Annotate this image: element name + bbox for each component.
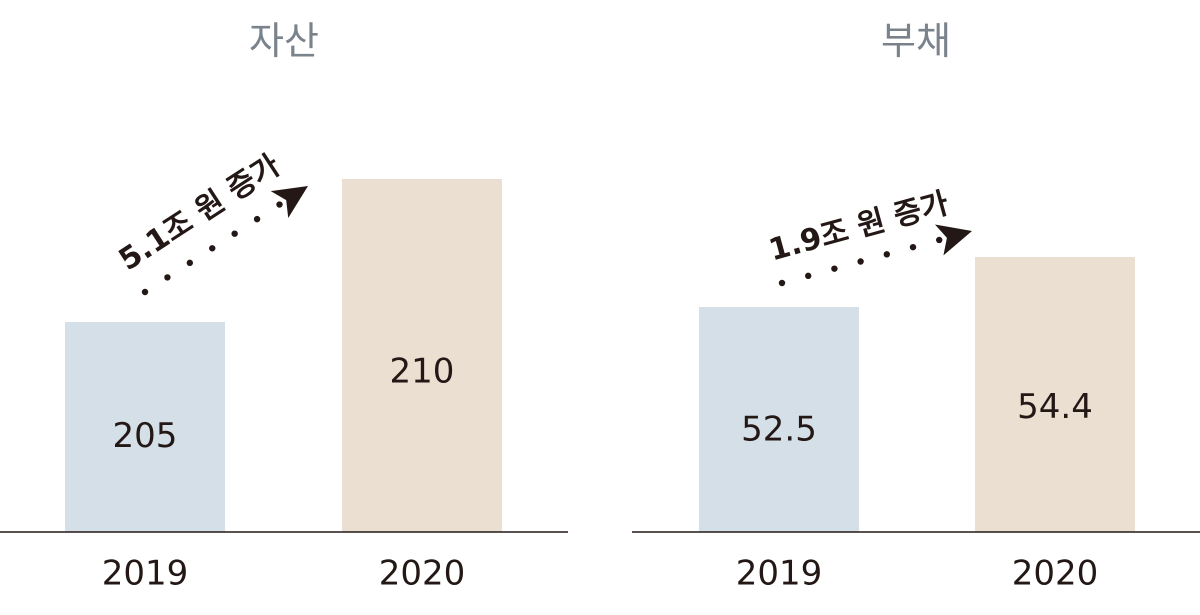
liabilities-arrow-head xyxy=(934,224,972,256)
liabilities-arrow-dot xyxy=(883,251,891,258)
liabilities-value-label-2020: 54.4 xyxy=(1017,387,1093,427)
liabilities-chart-panel: 부채 52.5 2019 54.4 2020 1.9조 원 증가 xyxy=(632,0,1200,615)
assets-arrow-dot xyxy=(141,288,149,296)
liabilities-x-tick-2019: 2019 xyxy=(736,554,823,594)
liabilities-arrow-dot xyxy=(909,243,917,251)
assets-chart-plot: 205 2019 210 2020 5.1조 원 증가 xyxy=(0,148,568,594)
liabilities-arrow-dot xyxy=(831,265,838,272)
liabilities-increase-annotation: 1.9조 원 증가 xyxy=(765,186,953,269)
assets-arrow-dot xyxy=(276,201,283,208)
assets-arrow-dot xyxy=(209,245,216,252)
assets-bar-2019 xyxy=(65,322,225,532)
liabilities-arrow-dot xyxy=(857,258,864,265)
assets-arrow-dot xyxy=(186,259,194,267)
liabilities-bar-2020 xyxy=(975,257,1135,532)
assets-chart-panel: 자산 205 2019 210 2020 5.1조 원 증가 xyxy=(0,0,568,615)
liabilities-arrow-dot xyxy=(805,272,812,280)
assets-value-label-2020: 210 xyxy=(390,352,455,392)
liabilities-bar-2019 xyxy=(699,307,859,532)
assets-arrow-dot xyxy=(231,230,238,237)
assets-arrow-dot xyxy=(164,274,171,281)
assets-chart-title: 자산 xyxy=(249,19,319,63)
liabilities-arrow-dot xyxy=(778,279,786,287)
liabilities-x-tick-2020: 2020 xyxy=(1012,554,1099,594)
assets-x-tick-2019: 2019 xyxy=(102,554,189,594)
assets-arrow-head xyxy=(270,186,308,218)
liabilities-chart-title: 부채 xyxy=(881,19,951,63)
assets-bar-2020 xyxy=(342,179,502,532)
liabilities-increase-arrow xyxy=(778,224,972,287)
assets-increase-annotation: 5.1조 원 증가 xyxy=(113,148,287,278)
assets-arrow-dot xyxy=(253,215,261,223)
assets-increase-arrow xyxy=(141,186,308,296)
liabilities-arrow-dot xyxy=(936,236,943,244)
liabilities-chart-plot: 52.5 2019 54.4 2020 1.9조 원 증가 xyxy=(632,186,1200,594)
assets-x-tick-2020: 2020 xyxy=(379,554,466,594)
liabilities-value-label-2019: 52.5 xyxy=(741,409,817,449)
assets-value-label-2019: 205 xyxy=(113,416,178,456)
